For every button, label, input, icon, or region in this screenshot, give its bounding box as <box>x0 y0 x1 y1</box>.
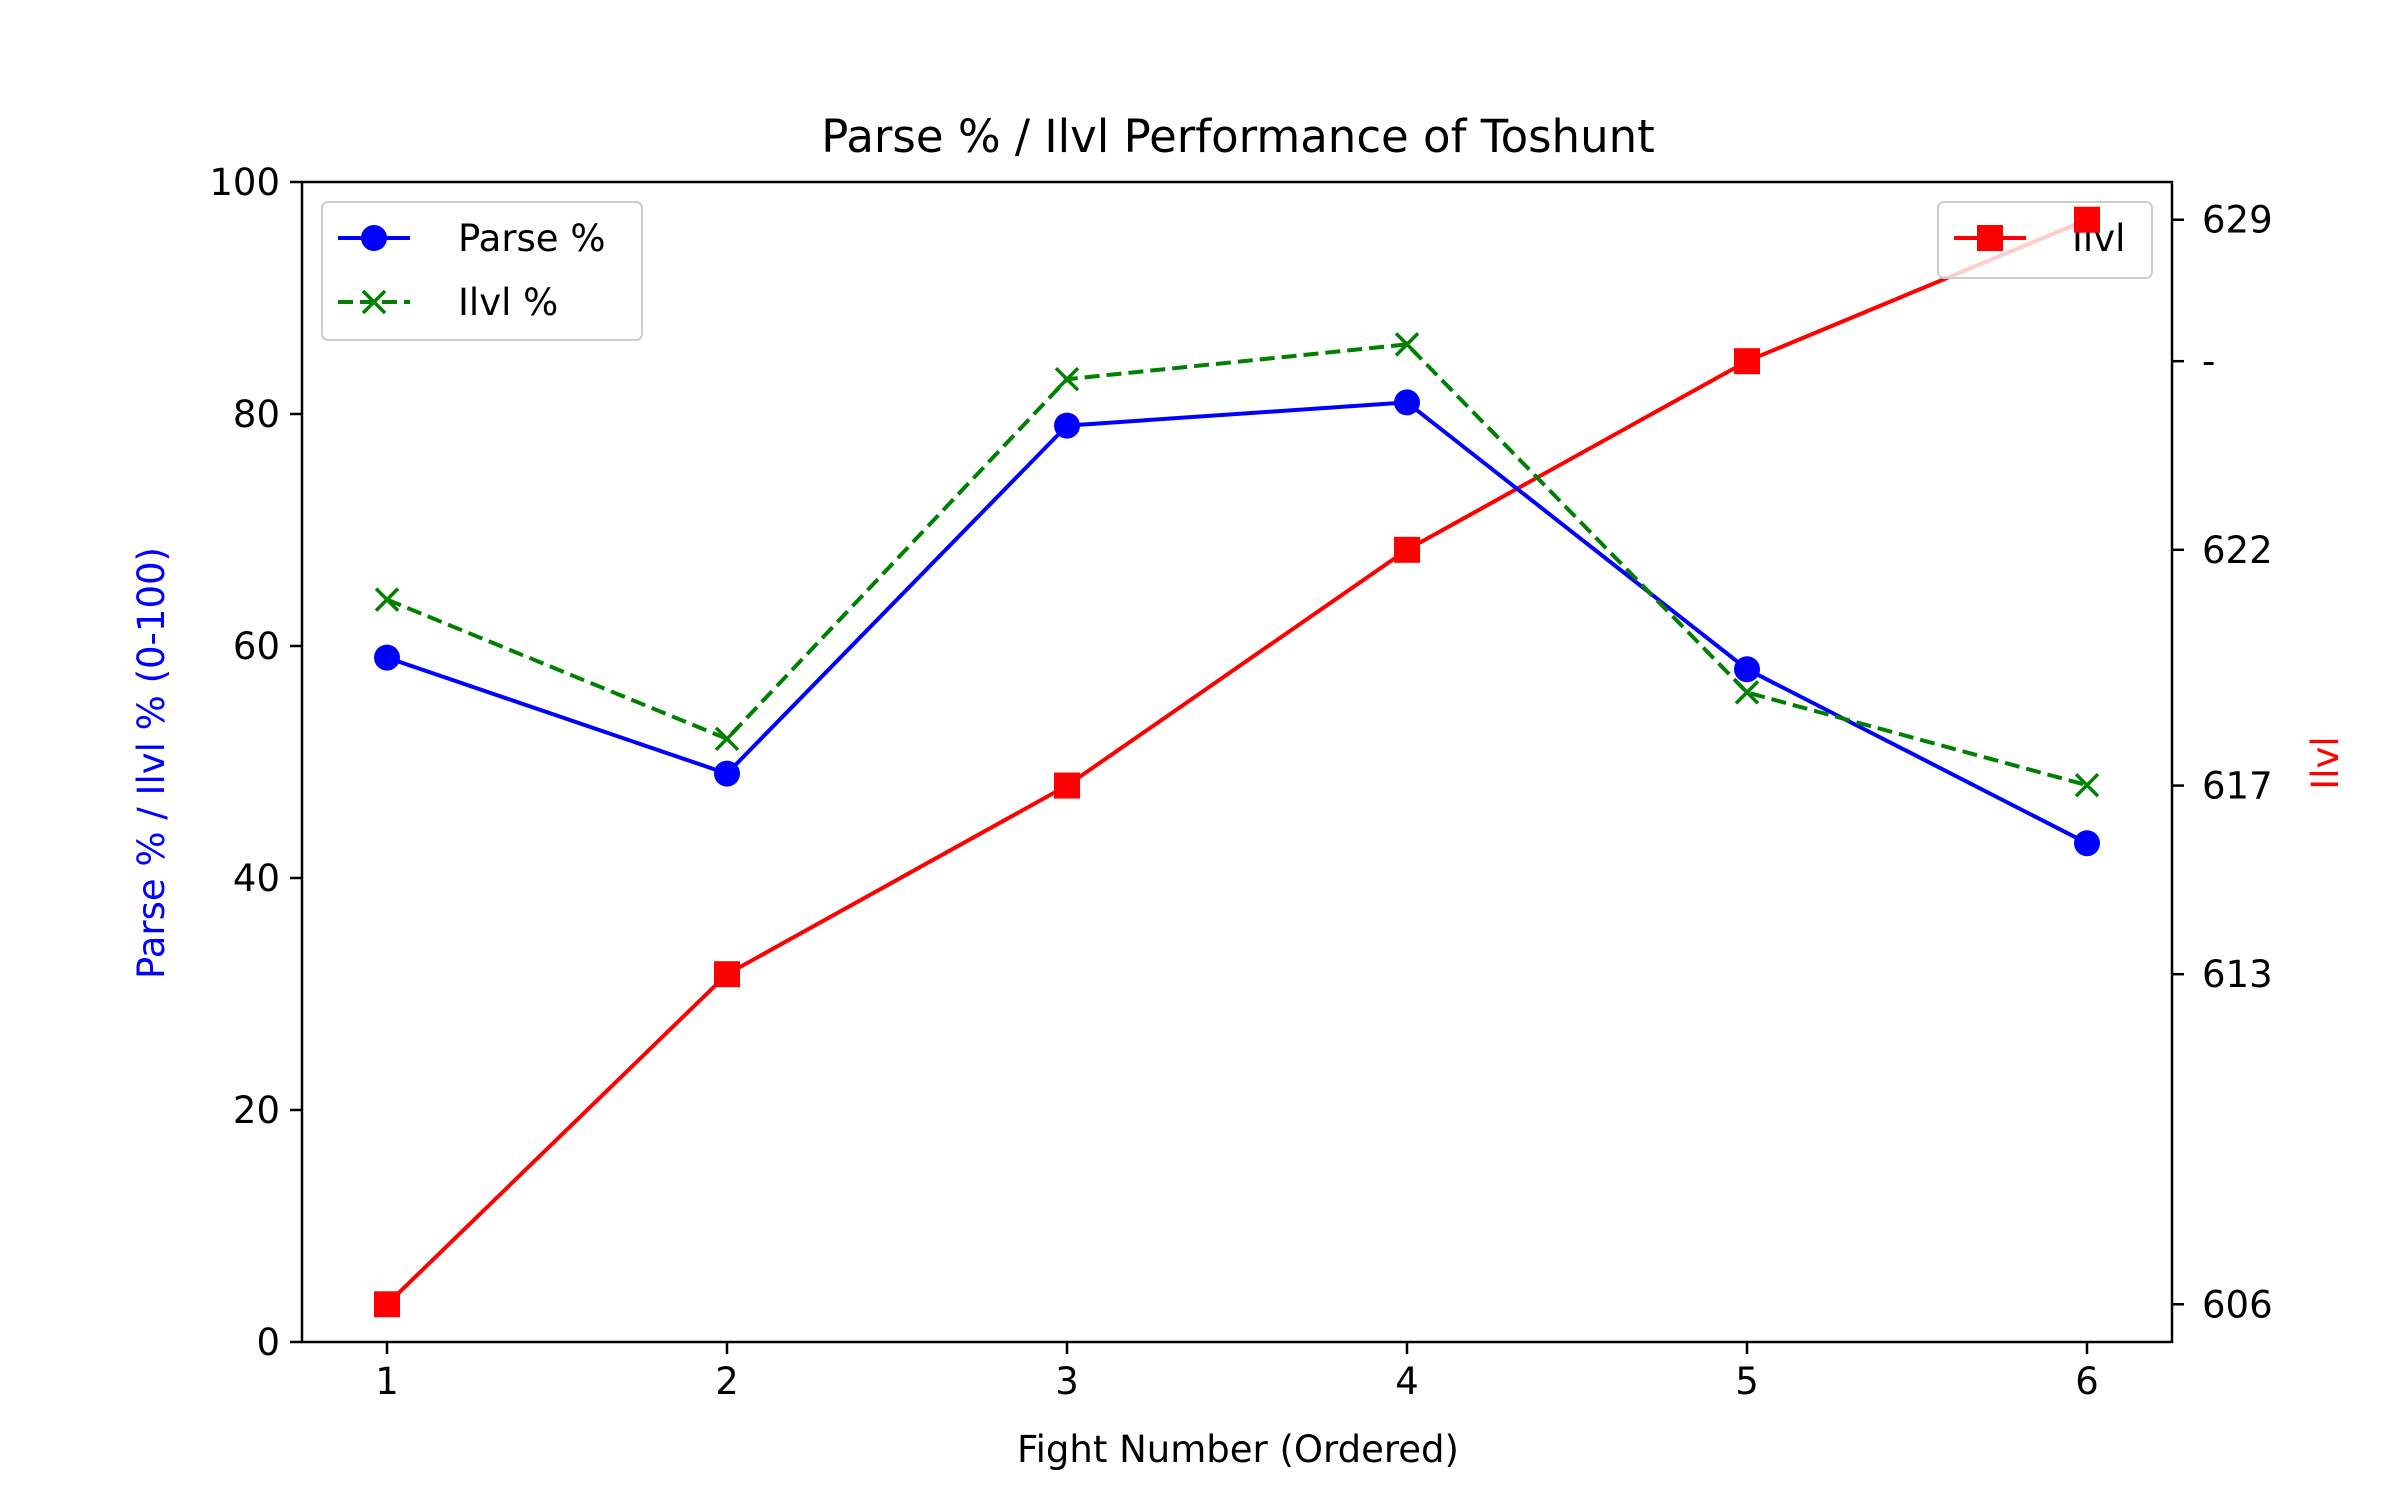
legend-entry-label: Ilvl % <box>458 281 558 324</box>
series-line-ilvl <box>385 217 2088 1306</box>
x-tick-label: 2 <box>715 1360 739 1403</box>
point-ilvl <box>374 587 400 612</box>
legend-swatch-marker <box>1977 225 2003 251</box>
x-tick-label: 5 <box>1735 1360 1759 1403</box>
point-ilvl <box>374 1291 400 1318</box>
y-axis-label-right: Ilvl <box>2304 736 2347 789</box>
y-left-tick-label: 20 <box>233 1089 280 1132</box>
point-parse <box>2074 830 2100 857</box>
point-parse <box>1394 389 1420 416</box>
point-ilvl <box>1394 536 1420 563</box>
y-left-tick-label: 80 <box>233 393 280 436</box>
point-parse <box>1054 412 1080 439</box>
y-left-tick-label: 0 <box>256 1321 280 1364</box>
point-ilvl <box>1734 680 1760 705</box>
series-line-parse <box>386 400 2088 845</box>
x-tick-label: 4 <box>1395 1360 1419 1403</box>
plot-frame <box>300 180 2174 1344</box>
y-right-tick-label: - <box>2202 340 2215 383</box>
point-parse <box>374 644 400 671</box>
y-right-tick-label: 617 <box>2202 765 2273 808</box>
y-right-tick-label: 622 <box>2202 529 2273 572</box>
point-ilvl <box>1734 348 1760 375</box>
y-right-tick-label: 629 <box>2202 199 2273 242</box>
legend-swatch-marker <box>361 225 387 251</box>
legend-entry-label: Parse % <box>458 217 606 260</box>
legend-swatch-marker <box>361 289 387 315</box>
point-parse <box>714 760 740 787</box>
plot-area: 1 2 3 4 5 6020406080100606613617622-629Parse … <box>209 161 2272 1403</box>
series-line-ilvl <box>386 342 2088 788</box>
point-ilvl <box>714 726 740 752</box>
x-tick-label: 6 <box>2075 1360 2099 1403</box>
point-ilvl <box>1054 772 1080 799</box>
point-ilvl <box>1054 366 1080 392</box>
point-ilvl <box>1394 332 1420 357</box>
y-right-tick-label: 613 <box>2202 953 2273 996</box>
point-ilvl <box>714 961 740 988</box>
point-ilvl <box>2074 772 2100 798</box>
chart-title: Parse % / Ilvl Performance of Toshunt <box>821 110 1655 163</box>
y-left-tick-label: 100 <box>209 161 280 204</box>
x-tick-label: 3 <box>1055 1360 1079 1403</box>
x-tick-label: 1 <box>375 1360 399 1403</box>
point-parse <box>1734 656 1760 683</box>
x-axis-label: Fight Number (Ordered) <box>1017 1428 1459 1471</box>
y-left-tick-label: 40 <box>233 857 280 900</box>
point-ilvl <box>2074 206 2100 233</box>
y-left-tick-label: 60 <box>233 625 280 668</box>
y-right-tick-label: 606 <box>2202 1283 2273 1326</box>
y-axis-label-left: Parse % / Ilvl % (0-100) <box>130 547 173 979</box>
